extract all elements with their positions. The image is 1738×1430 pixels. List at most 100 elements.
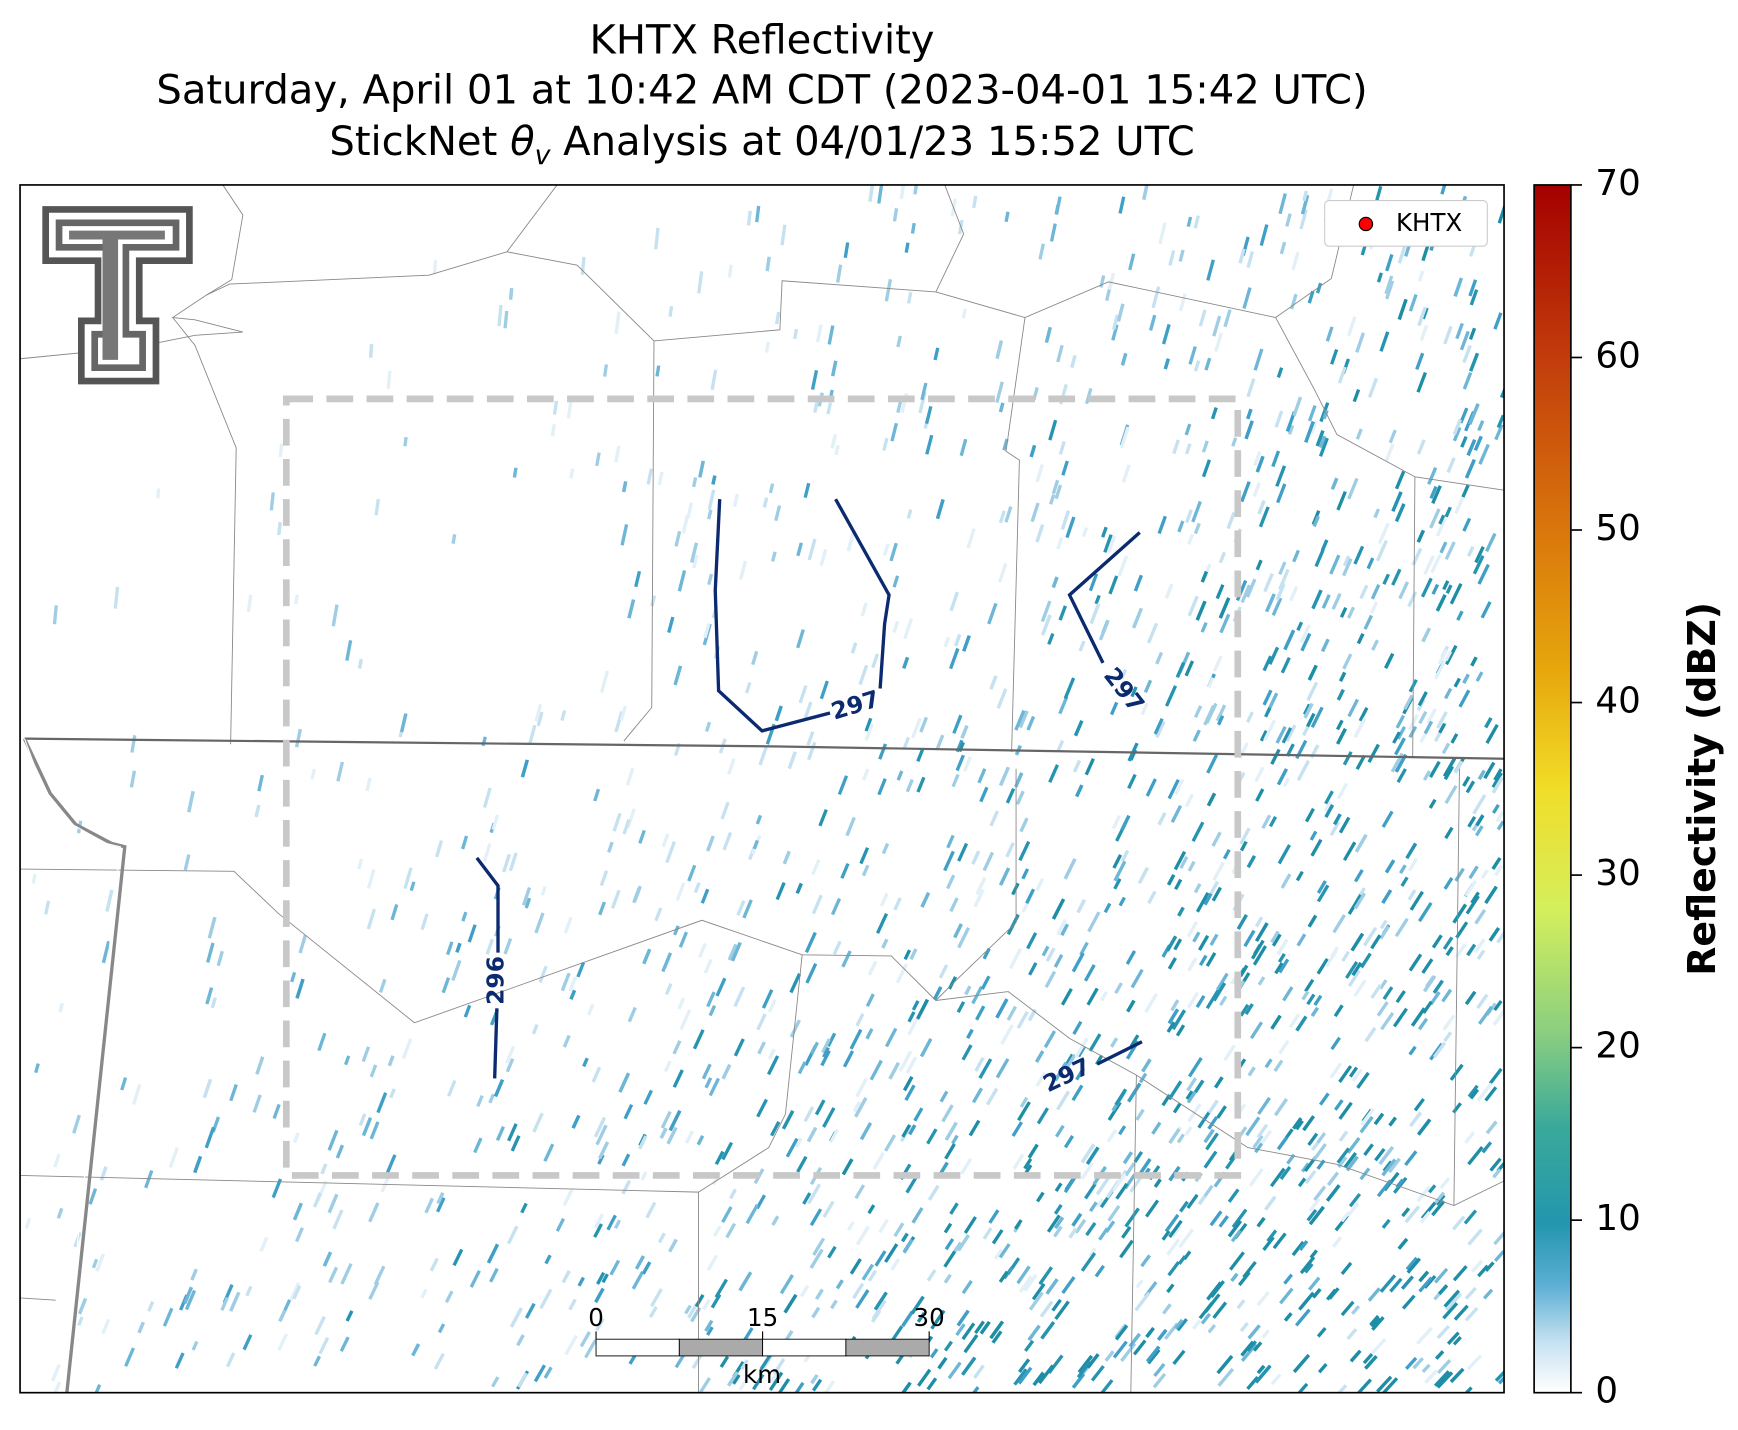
radar-echo <box>294 594 299 605</box>
radar-echo <box>1418 1270 1430 1283</box>
title-symbol: θ <box>510 119 535 165</box>
radar-echo <box>1295 1015 1308 1032</box>
radar-echo <box>1273 1059 1284 1072</box>
radar-echo <box>1367 1287 1381 1302</box>
radar-echo <box>1270 1373 1282 1386</box>
radar-echo <box>1418 710 1428 725</box>
radar-echo <box>1300 632 1312 652</box>
radar-echo <box>1492 1010 1505 1026</box>
radar-echo <box>713 1225 722 1237</box>
radar-echo <box>1377 522 1390 545</box>
radar-echo <box>1167 1261 1181 1277</box>
radar-echo <box>904 1084 916 1102</box>
radar-echo <box>1120 815 1131 831</box>
radar-echo <box>1135 1279 1144 1289</box>
radar-echo <box>793 328 799 340</box>
radar-echo <box>1153 717 1164 735</box>
radar-echo <box>738 1271 753 1292</box>
radar-echo <box>1281 727 1293 744</box>
radar-echo <box>672 1069 684 1088</box>
radar-echo <box>1240 1340 1255 1357</box>
radar-echo <box>830 897 842 916</box>
radar-echo <box>1410 1007 1426 1027</box>
radar-echo <box>1285 743 1295 757</box>
radar-echo <box>1148 314 1157 331</box>
radar-echo <box>72 1114 81 1134</box>
radar-echo <box>411 1343 421 1357</box>
radar-echo <box>1201 440 1209 453</box>
radar-echo <box>1275 725 1287 744</box>
radar-echo <box>1174 778 1185 796</box>
radar-echo <box>995 998 1009 1019</box>
radar-echo <box>1100 991 1108 1002</box>
radar-echo <box>622 481 628 493</box>
radar-echo <box>781 1110 795 1130</box>
radar-echo <box>927 1184 940 1201</box>
radar-echo <box>1292 396 1303 417</box>
radar-echo <box>978 1058 993 1079</box>
radar-echo <box>1247 1066 1256 1077</box>
radar-echo <box>1347 698 1359 718</box>
radar-echo <box>1174 1319 1184 1330</box>
colorbar-tick-label: 50 <box>1595 508 1640 549</box>
radar-echo <box>1056 344 1064 363</box>
radar-echo <box>697 942 707 958</box>
radar-echo <box>1120 849 1130 863</box>
radar-echo <box>996 688 1008 709</box>
radar-echo <box>162 1307 174 1327</box>
radar-echo <box>837 775 849 796</box>
radar-echo <box>1194 1079 1205 1093</box>
radar-echo <box>1347 477 1359 500</box>
radar-echo <box>1335 719 1344 731</box>
radar-echo <box>1477 1264 1489 1278</box>
radar-echo <box>973 888 985 908</box>
radar-echo <box>961 1356 977 1376</box>
radar-echo <box>1145 1327 1155 1338</box>
radar-echo <box>1280 656 1291 674</box>
radar-echo <box>704 1319 714 1332</box>
radar-echo <box>369 1064 378 1078</box>
radar-echo <box>594 1287 605 1304</box>
radar-echo <box>1252 1134 1264 1149</box>
radar-echo <box>1173 850 1187 871</box>
radar-echo <box>1488 1067 1503 1085</box>
radar-echo <box>576 961 586 978</box>
radar-echo <box>93 1384 102 1393</box>
radar-echo <box>1133 574 1143 592</box>
radar-echo <box>1207 1099 1219 1114</box>
radar-echo <box>1408 293 1418 312</box>
radar-echo <box>850 642 858 654</box>
radar-echo <box>433 1352 445 1370</box>
radar-echo <box>1257 500 1266 515</box>
radar-echo <box>1395 990 1406 1004</box>
radar-echo <box>882 437 889 451</box>
radar-echo <box>937 1356 948 1370</box>
radar-echo <box>692 1029 705 1050</box>
radar-echo <box>1371 1316 1385 1331</box>
radar-echo <box>1071 1084 1084 1102</box>
radar-echo <box>1261 1329 1270 1339</box>
radar-echo <box>1118 1125 1127 1136</box>
radar-echo <box>1279 1165 1292 1180</box>
radar-echo <box>401 1038 413 1060</box>
radar-echo <box>1484 1086 1498 1102</box>
radar-echo <box>1412 1357 1424 1370</box>
radar-echo <box>1342 555 1351 567</box>
radar-echo <box>1470 656 1478 667</box>
radar-echo <box>1491 776 1504 794</box>
radar-echo <box>595 452 601 467</box>
radar-echo <box>147 1300 155 1312</box>
radar-echo <box>1466 439 1477 456</box>
radar-echo <box>569 989 577 1000</box>
radar-echo <box>957 926 970 949</box>
radar-echo <box>1274 410 1284 428</box>
radar-echo <box>1153 1178 1162 1188</box>
radar-echo <box>935 734 945 751</box>
radar-echo <box>991 1330 1003 1344</box>
radar-echo <box>451 534 457 544</box>
radar-echo <box>1056 1090 1071 1111</box>
radar-echo <box>1462 776 1471 787</box>
radar-echo <box>1122 1151 1133 1165</box>
radar-echo <box>1445 946 1454 957</box>
radar-echo <box>742 1327 754 1342</box>
